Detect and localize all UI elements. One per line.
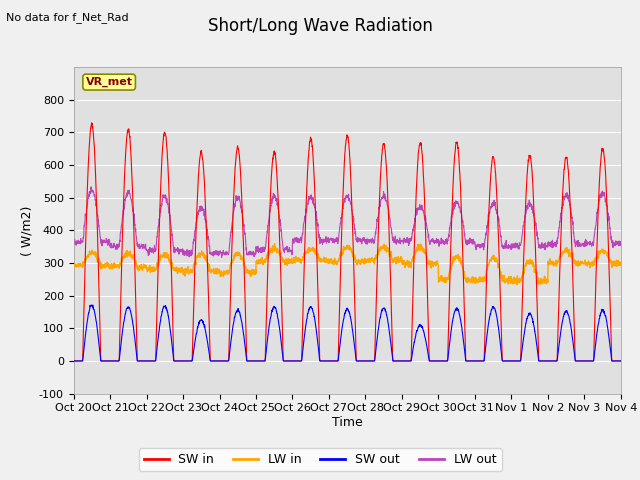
X-axis label: Time: Time (332, 416, 363, 429)
Legend: SW in, LW in, SW out, LW out: SW in, LW in, SW out, LW out (138, 448, 502, 471)
Text: Short/Long Wave Radiation: Short/Long Wave Radiation (207, 17, 433, 35)
Text: VR_met: VR_met (86, 77, 132, 87)
Text: No data for f_Net_Rad: No data for f_Net_Rad (6, 12, 129, 23)
Y-axis label: ( W/m2): ( W/m2) (20, 205, 33, 255)
